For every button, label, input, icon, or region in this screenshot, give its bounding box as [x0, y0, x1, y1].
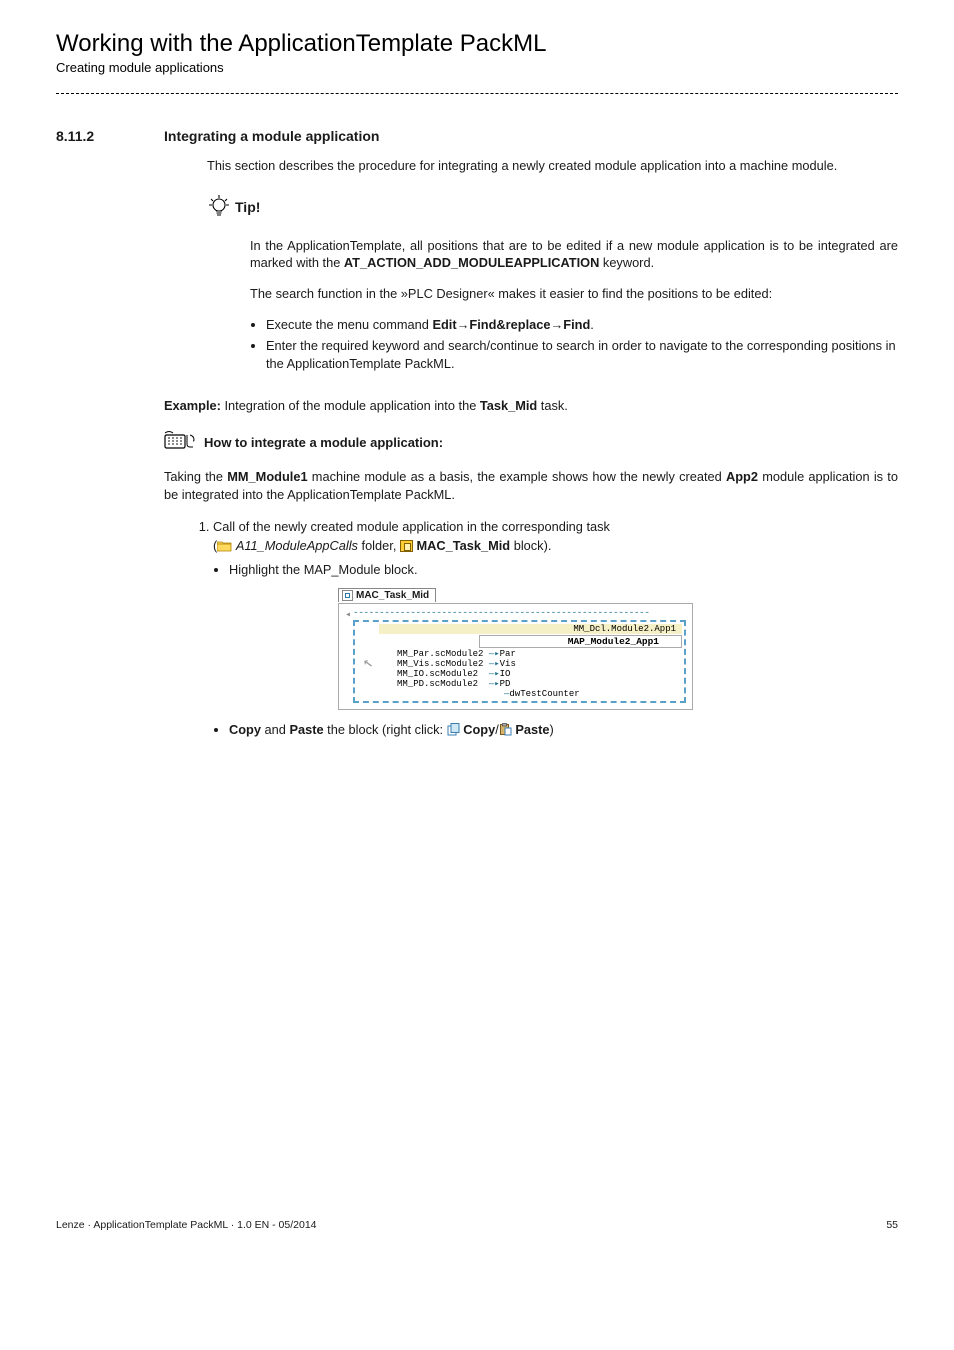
howto-sub-highlight: Highlight the MAP_Module block.	[229, 560, 898, 579]
shot-subheader: MAP_Module2_App1	[479, 635, 682, 648]
tip-label: Tip!	[235, 193, 260, 215]
howto-app: App2	[726, 469, 758, 484]
section-heading-row: 8.11.2 Integrating a module application	[56, 128, 898, 144]
editor-tab: MAC_Task_Mid	[338, 588, 436, 602]
tip-bullet-1: Execute the menu command Edit→Find&repla…	[266, 316, 898, 334]
page-title: Working with the ApplicationTemplate Pac…	[56, 30, 898, 58]
tip-bullets: Execute the menu command Edit→Find&repla…	[250, 316, 898, 373]
example-text-a: Integration of the module application in…	[221, 398, 480, 413]
howto-label: How to integrate a module application:	[204, 435, 443, 450]
paste-icon	[499, 722, 512, 735]
editor-dashes: ----------------------------------------…	[353, 607, 686, 618]
howto-p1-a: Taking the	[164, 469, 227, 484]
section-intro: This section describes the procedure for…	[207, 157, 898, 175]
sub2-and: and	[261, 722, 289, 737]
cursor-icon: ↖	[357, 624, 379, 699]
tip-header: Tip!	[207, 193, 898, 224]
example-label: Example:	[164, 398, 221, 413]
editor-box: ◂ --------------------------------------…	[338, 603, 693, 710]
folder-icon	[217, 538, 232, 558]
scroll-arrow-icon: ◂	[345, 609, 353, 621]
example-task: Task_Mid	[480, 398, 537, 413]
tip-p1-b: keyword.	[599, 255, 654, 270]
code-screenshot: MAC_Task_Mid ◂ -------------------------…	[338, 587, 693, 710]
divider	[56, 93, 898, 94]
howto-sub-2: Copy and Paste the block (right click: C…	[213, 720, 898, 739]
howto-steps: Call of the newly created module applica…	[191, 517, 898, 536]
page-subtitle: Creating module applications	[56, 60, 898, 75]
shot-output: —dwTestCounter	[379, 689, 682, 699]
paste-label: Paste	[515, 722, 549, 737]
copy-icon	[447, 722, 460, 735]
copy-word: Copy	[229, 722, 261, 737]
shot-header: MM_Dcl.Module2.App1	[379, 624, 682, 634]
block-icon	[400, 540, 413, 552]
howto-sub-1: Highlight the MAP_Module block.	[213, 560, 898, 579]
sub2-close: )	[550, 722, 554, 737]
howto-step-1: Call of the newly created module applica…	[213, 517, 898, 536]
tip-b1-cmd: Edit→Find&replace→Find	[432, 317, 590, 332]
lightbulb-icon	[207, 193, 235, 224]
tip-b1-c: .	[590, 317, 594, 332]
tip-bullet-2: Enter the required keyword and search/co…	[266, 337, 898, 373]
tip-keyword: AT_ACTION_ADD_MODULEAPPLICATION	[344, 255, 599, 270]
howto-header: How to integrate a module application:	[164, 430, 898, 455]
howto-block-suffix: block).	[510, 538, 551, 553]
procedure-icon	[164, 430, 198, 455]
shot-line-2: MM_Vis.scModule2 —▸Vis	[379, 659, 682, 669]
footer-page-number: 55	[886, 1219, 898, 1231]
sub2-rightclick: the block (right click:	[324, 722, 447, 737]
shot-line-4: MM_PD.scModule2 —▸PD	[379, 679, 682, 689]
section-number: 8.11.2	[56, 128, 164, 144]
howto-module: MM_Module1	[227, 469, 307, 484]
paste-word: Paste	[289, 722, 323, 737]
howto-intro: Taking the MM_Module1 machine module as …	[164, 468, 898, 504]
howto-folder-line: ( A11_ModuleAppCalls folder, MAC_Task_Mi…	[213, 536, 898, 558]
section-title: Integrating a module application	[164, 128, 379, 144]
example-text-b: task.	[537, 398, 568, 413]
howto-p1-b: machine module as a basis, the example s…	[308, 469, 726, 484]
editor-tab-label: MAC_Task_Mid	[356, 590, 429, 601]
howto-folder-suffix: folder,	[358, 538, 400, 553]
copy-label: Copy	[463, 722, 495, 737]
footer-left: Lenze · ApplicationTemplate PackML · 1.0…	[56, 1219, 317, 1231]
shot-line-3: MM_IO.scModule2 —▸IO	[379, 669, 682, 679]
tip-paragraph-1: In the ApplicationTemplate, all position…	[250, 237, 898, 273]
editor-selection: ↖ MM_Dcl.Module2.App1 MAP_Module2_App1 M…	[353, 620, 686, 703]
howto-folder-name: A11_ModuleAppCalls	[236, 538, 358, 553]
tab-glyph-icon	[342, 590, 353, 601]
tip-b1-a: Execute the menu command	[266, 317, 432, 332]
howto-block-name: MAC_Task_Mid	[417, 538, 511, 553]
shot-line-1: MM_Par.scModule2 —▸Par	[379, 649, 682, 659]
example-line: Example: Integration of the module appli…	[164, 397, 898, 415]
page-footer: Lenze · ApplicationTemplate PackML · 1.0…	[0, 1219, 954, 1231]
tip-paragraph-2: The search function in the »PLC Designer…	[250, 285, 898, 303]
howto-sub-copypaste: Copy and Paste the block (right click: C…	[229, 720, 898, 739]
